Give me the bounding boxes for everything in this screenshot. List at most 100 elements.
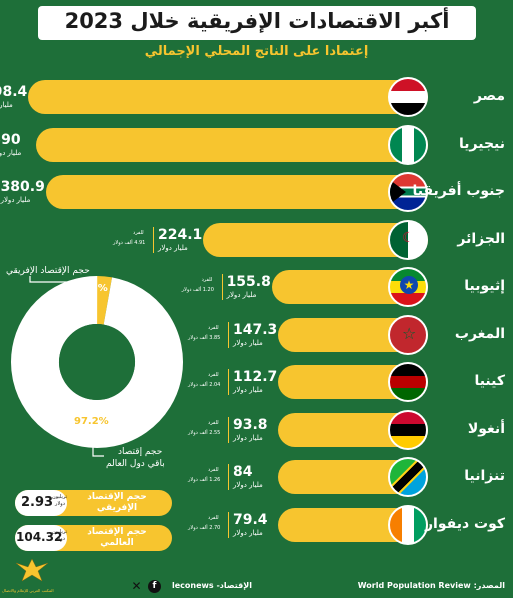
value-unit: مليار دولار — [233, 528, 263, 537]
country-label: كينيا — [474, 373, 505, 389]
african-total-value: 2.93 — [21, 495, 54, 510]
value-unit: مليار دولار — [158, 243, 188, 252]
value-label: 79.4 — [233, 511, 268, 528]
source-text: المصدر: World Population Review — [357, 581, 505, 590]
african-share-value: 2.8% — [80, 283, 108, 294]
facebook-icon[interactable]: f — [148, 580, 161, 593]
world-share-label-1: حجم إقتصاد — [118, 447, 163, 457]
african-share-label: حجم الإقتصاد الإفريقي — [6, 266, 90, 276]
eagle-logo — [15, 558, 49, 582]
world-total-unit: تريليون دولار — [52, 529, 67, 542]
page-title: أكبر الاقتصادات الإفريقية خلال 2023 — [64, 9, 450, 33]
value-unit: مليار دولار — [0, 196, 31, 204]
bar-row: ☾ الجزائر 224.1 مليار دولار للفرد 4.91 ألف دو… — [0, 219, 513, 260]
country-flag-icon — [388, 457, 428, 497]
country-label: إثيوبيا — [464, 278, 505, 294]
value-label: 155.8 — [226, 274, 271, 290]
separator — [228, 321, 229, 348]
country-flag-icon: ☆ — [388, 314, 428, 355]
bar-row: ☆ المغرب 147.3 مليار دولار للفرد 3.85 ألف دول… — [0, 314, 513, 355]
per-capita-value: 4.91 ألف دولار — [113, 239, 146, 246]
bar-row: كوت ديفوار 79.4 مليار دولار للفرد 2.70 ألف د… — [0, 504, 513, 545]
pill-value-circle — [15, 490, 67, 516]
bar-row: تنزانيا 84 مليار دولار للفرد 1.26 ألف دولار — [0, 457, 513, 497]
x-icon[interactable]: ✕ — [131, 579, 142, 593]
bar — [36, 127, 428, 162]
country-label: كوت ديفوار — [424, 515, 505, 532]
value-unit: مليار دولار — [233, 481, 263, 489]
value-label: 93.8 — [233, 416, 268, 433]
per-capita-tag: للفرد — [208, 467, 219, 473]
world-share-label-2: باقي دول العالم — [106, 459, 165, 469]
country-flag-icon: ★ — [388, 267, 428, 307]
per-capita-value: 1.26 ألف دولار — [188, 477, 221, 483]
country-flag-icon — [388, 362, 428, 402]
bar — [28, 80, 428, 114]
value-label: 390 — [0, 131, 21, 148]
per-capita-value: 1.20 ألف دولار — [181, 287, 214, 293]
value-label: 398.4 — [0, 84, 28, 100]
world-share-value: 97.2% — [74, 416, 109, 427]
per-capita-tag: للفرد — [208, 372, 219, 378]
separator — [228, 416, 229, 443]
per-capita-tag: للفرد — [208, 514, 219, 521]
country-label: المغرب — [454, 325, 505, 342]
world-total-pill: 104.32 تريليون دولار حجم الإقتصاد العالم… — [15, 525, 172, 551]
value-unit: مليار دولار — [0, 101, 13, 109]
per-capita-value: 2.55 ألف دولار — [188, 429, 221, 436]
per-capita-tag: للفرد — [208, 324, 219, 331]
value-label: 112.7 — [233, 369, 278, 385]
social-handle[interactable]: الإقتصاد- leconews — [172, 581, 252, 590]
bar-row: ★ إثيوبيا 155.8 مليار دولار للفرد 1.20 ألف دو… — [0, 267, 513, 307]
value-label: 380.9 — [0, 179, 45, 195]
country-label: تنزانيا — [464, 468, 505, 484]
per-capita-value: 2.70 ألف دولار — [188, 524, 221, 531]
value-unit: مليار دولار — [233, 338, 263, 347]
separator — [228, 511, 229, 538]
value-unit: مليار دولار — [233, 433, 263, 442]
african-total-unit: تريليون دولار — [52, 494, 67, 507]
bar — [45, 175, 428, 209]
value-unit: مليار دولار — [233, 386, 263, 394]
per-capita-tag: للفرد — [208, 419, 219, 426]
per-capita-value: 2.04 ألف دولار — [188, 382, 221, 388]
value-label: 147.3 — [233, 321, 278, 338]
country-flag-icon — [388, 409, 428, 450]
separator — [221, 274, 223, 300]
country-flag-icon — [388, 504, 428, 545]
country-label: الجزائر — [457, 230, 505, 247]
country-flag-icon — [388, 124, 428, 165]
value-label: 224.1 — [158, 226, 203, 243]
country-flag-icon — [388, 77, 428, 117]
page-subtitle: إعتمادا على الناتج المحلي الإجمالي — [144, 44, 369, 59]
bar-row: كينيا 112.7 مليار دولار للفرد 2.04 ألف دولار — [0, 362, 513, 402]
african-total-label: حجم الإقتصاد الإفريقي — [87, 492, 147, 513]
per-capita-tag: للفرد — [133, 229, 144, 236]
value-unit: مليار دولار — [0, 148, 22, 157]
separator — [228, 464, 229, 490]
world-total-label: حجم الإقتصاد العالمي — [87, 527, 147, 548]
country-label: أنغولا — [467, 420, 505, 437]
title-box: أكبر الاقتصادات الإفريقية خلال 2023 — [38, 6, 476, 40]
separator — [228, 369, 229, 395]
african-total-pill: 2.93 تريليون دولار حجم الإقتصاد الإفريقي — [15, 490, 172, 516]
bar-row: أنغولا 93.8 مليار دولار للفرد 2.55 ألف دولار — [0, 409, 513, 450]
value-unit: مليار دولار — [226, 291, 257, 299]
logo-text: المكتب العربي للإعلام والاتصال — [2, 588, 54, 593]
pill-value-circle — [15, 525, 67, 551]
world-total-value: 104.32 — [16, 530, 63, 544]
value-label: 84 — [233, 464, 253, 480]
country-label: جنوب أفريقيا — [412, 183, 505, 199]
country-label: مصر — [473, 88, 505, 104]
per-capita-value: 3.85 ألف دولار — [188, 334, 221, 341]
country-flag-icon: ☾ — [388, 219, 428, 260]
country-label: نيجيريا — [459, 135, 505, 152]
country-flag-icon — [388, 172, 428, 212]
separator — [153, 226, 154, 253]
per-capita-tag: للفرد — [201, 277, 213, 283]
footer: المصدر: World Population Review الإقتصاد… — [0, 577, 513, 598]
